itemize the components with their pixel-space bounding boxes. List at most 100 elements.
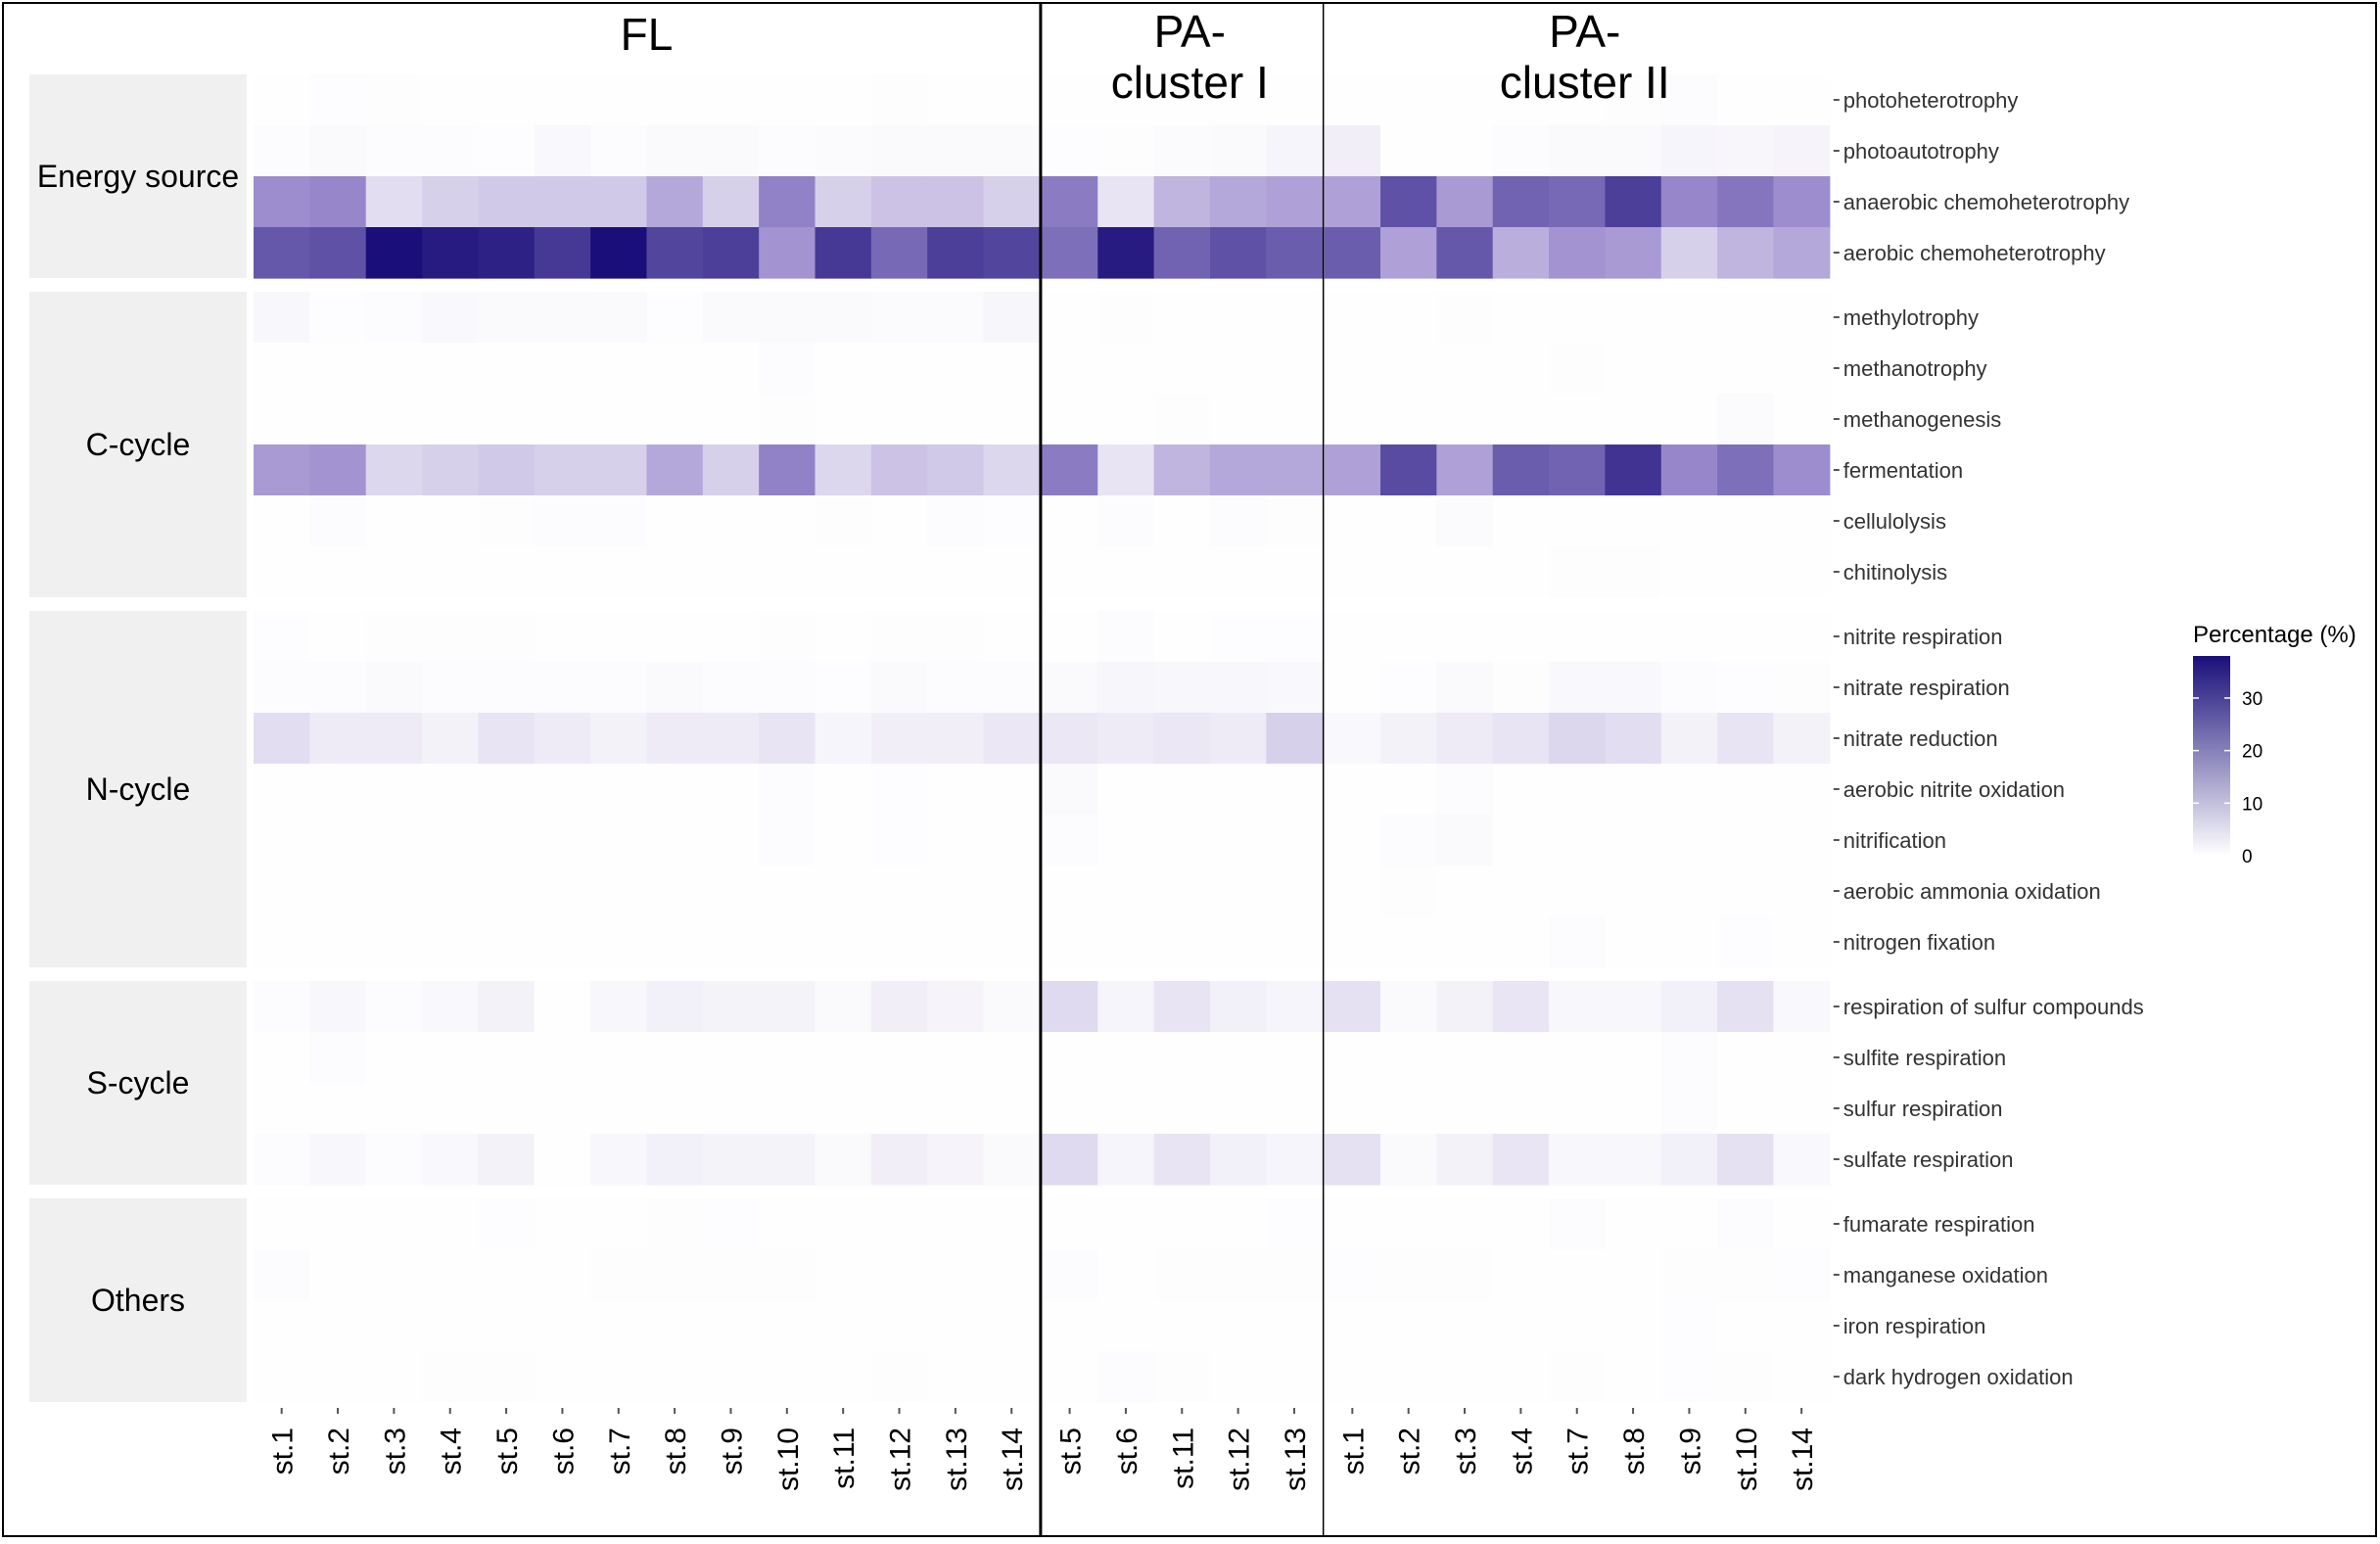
group-strip: [29, 981, 247, 1185]
heatmap-cell: [1549, 1198, 1606, 1250]
heatmap-cell: [1436, 866, 1494, 917]
heatmap-cell: [309, 1134, 367, 1186]
heatmap-cell: [1605, 1032, 1662, 1084]
column-label: st.12: [885, 1427, 917, 1491]
heatmap-cell: [1266, 1351, 1324, 1403]
heatmap-cell: [870, 764, 928, 816]
heatmap-cell: [1380, 662, 1437, 714]
heatmap-cell: [870, 611, 928, 663]
heatmap-cell: [534, 662, 591, 714]
heatmap-cell: [1153, 1134, 1211, 1186]
heatmap-cell: [534, 1300, 591, 1352]
heatmap-cell: [1605, 1351, 1662, 1403]
heatmap-cell: [983, 125, 1041, 177]
column-label: st.3: [1450, 1427, 1482, 1474]
heatmap-cell: [1324, 866, 1381, 917]
heatmap-cell: [590, 1134, 648, 1186]
heatmap-cell: [1436, 662, 1494, 714]
heatmap-cell: [927, 866, 985, 917]
heatmap-cell: [1717, 866, 1775, 917]
heatmap-cell: [646, 1249, 704, 1301]
heatmap-cell: [702, 1300, 760, 1352]
heatmap-cell: [702, 815, 760, 866]
heatmap-cell: [1324, 981, 1381, 1033]
heatmap-cell: [646, 546, 704, 598]
heatmap-cell: [759, 227, 817, 279]
heatmap-cell: [590, 176, 648, 228]
heatmap-cell: [927, 1134, 985, 1186]
heatmap-cell: [646, 1134, 704, 1186]
heatmap-cell: [1041, 1198, 1098, 1250]
heatmap-cell: [254, 546, 310, 598]
heatmap-cell: [590, 227, 648, 279]
group-label: Others: [91, 1283, 185, 1318]
heatmap-cell: [1209, 546, 1267, 598]
heatmap-cell: [983, 662, 1041, 714]
heatmap-cell: [759, 546, 817, 598]
heatmap-cell: [1605, 343, 1662, 395]
heatmap-cell: [1266, 916, 1324, 968]
heatmap-cell: [1041, 495, 1098, 547]
heatmap-cell: [646, 444, 704, 496]
row-label: respiration of sulfur compounds: [1843, 995, 2144, 1019]
heatmap-cell: [1209, 292, 1267, 344]
heatmap-cell: [1773, 662, 1831, 714]
heatmap-cell: [870, 1249, 928, 1301]
heatmap-cell: [590, 1351, 648, 1403]
heatmap-cell: [1380, 495, 1437, 547]
heatmap-cell: [646, 1198, 704, 1250]
heatmap-cell: [1436, 343, 1494, 395]
heatmap-cell: [1209, 1198, 1267, 1250]
heatmap-cell: [983, 74, 1041, 126]
heatmap-cell: [309, 1032, 367, 1084]
heatmap-cell: [870, 292, 928, 344]
heatmap-cell: [1660, 495, 1718, 547]
heatmap-cell: [646, 176, 704, 228]
heatmap-cell: [1436, 292, 1494, 344]
heatmap-cell: [815, 1083, 872, 1135]
heatmap-cell: [309, 176, 367, 228]
column-label: st.13: [941, 1427, 973, 1491]
heatmap-cell: [1209, 713, 1267, 765]
heatmap-cell: [1436, 227, 1494, 279]
row-label: aerobic nitrite oxidation: [1843, 777, 2065, 802]
heatmap-cell: [983, 1032, 1041, 1084]
heatmap-cell: [1324, 546, 1381, 598]
heatmap-cell: [702, 176, 760, 228]
heatmap-cell: [1153, 495, 1211, 547]
heatmap-cell: [702, 1083, 760, 1135]
heatmap-cell: [309, 1083, 367, 1135]
heatmap-cell: [759, 1032, 817, 1084]
heatmap-cell: [646, 495, 704, 547]
heatmap-cell: [927, 1249, 985, 1301]
heatmap-cell: [1549, 764, 1606, 816]
heatmap-cell: [1153, 546, 1211, 598]
heatmap-cell: [1660, 916, 1718, 968]
heatmap-cell: [422, 1032, 479, 1084]
column-labels: st.1 st.2 st.3 st.4 st.5 st.6 st.7 st.8 st.9 st.1…: [267, 1408, 1819, 1491]
heatmap-cell: [1209, 981, 1267, 1033]
heatmap-cell: [1549, 1032, 1606, 1084]
heatmap-cell: [590, 444, 648, 496]
heatmap-cell: [927, 1198, 985, 1250]
heatmap-cell: [815, 444, 872, 496]
heatmap-cell: [1660, 713, 1718, 765]
heatmap-cell: [870, 125, 928, 177]
heatmap-cell: [927, 916, 985, 968]
heatmap-cell: [309, 866, 367, 917]
heatmap-cell: [1324, 74, 1381, 126]
heatmap-cell: [1324, 292, 1381, 344]
heatmap-cell: [1153, 1249, 1211, 1301]
heatmap-cell: [1717, 916, 1775, 968]
column-label: st.5: [1055, 1427, 1088, 1474]
heatmap-cell: [870, 866, 928, 917]
heatmap-cell: [1717, 815, 1775, 866]
legend-tick-label: 10: [2242, 794, 2263, 815]
heatmap-cells: [254, 74, 1831, 1403]
heatmap-cell: [1324, 713, 1381, 765]
heatmap-cell: [1605, 866, 1662, 917]
heatmap-cell: [365, 1351, 423, 1403]
heatmap-cell: [870, 713, 928, 765]
heatmap-cell: [1549, 292, 1606, 344]
heatmap-cell: [365, 866, 423, 917]
